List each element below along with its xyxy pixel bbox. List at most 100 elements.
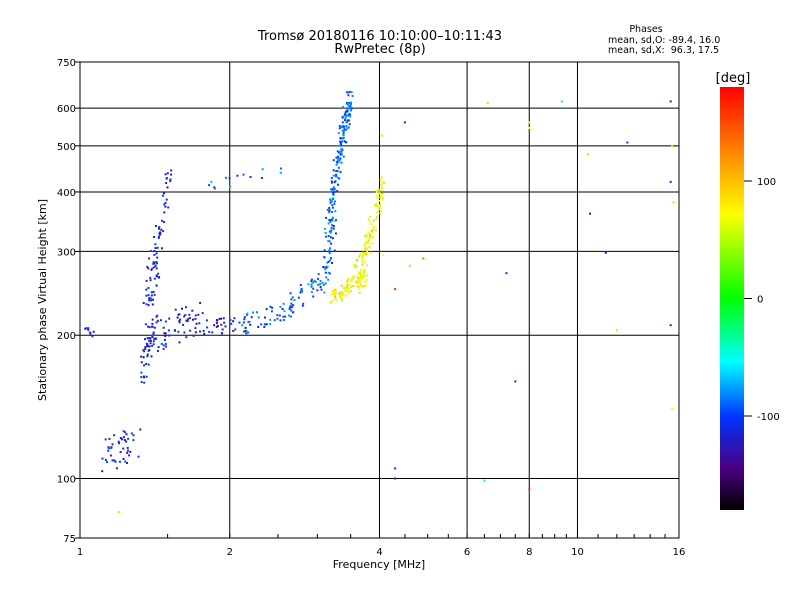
data-point	[153, 293, 156, 296]
data-point	[147, 345, 150, 347]
data-point	[348, 123, 351, 126]
data-point	[162, 230, 165, 233]
data-point	[325, 276, 328, 279]
data-point	[270, 310, 273, 313]
data-point	[158, 276, 161, 279]
data-point	[359, 284, 362, 287]
colorbar-tick-label: 100	[757, 177, 776, 188]
data-point	[332, 225, 335, 227]
data-point	[115, 467, 118, 470]
data-point	[148, 326, 151, 329]
data-point	[113, 434, 116, 437]
data-point	[377, 208, 380, 211]
data-point	[669, 324, 672, 327]
data-point	[363, 269, 366, 272]
data-point	[329, 198, 331, 201]
data-point	[153, 250, 156, 252]
data-point	[394, 288, 397, 291]
data-point	[166, 172, 169, 175]
data-point	[331, 219, 334, 222]
data-point	[149, 339, 152, 342]
data-point	[339, 137, 342, 140]
data-point	[326, 208, 329, 211]
data-point	[344, 128, 347, 131]
data-point	[271, 306, 274, 309]
data-point	[297, 296, 300, 299]
data-point	[365, 279, 368, 282]
data-point	[158, 232, 161, 235]
data-point	[263, 323, 266, 326]
data-point	[328, 219, 331, 221]
data-point	[152, 290, 155, 293]
data-point	[155, 337, 158, 340]
y-tick-label: 600	[57, 104, 76, 115]
grid-lines	[80, 62, 679, 538]
data-point	[155, 225, 157, 227]
data-point	[264, 316, 266, 319]
data-point	[122, 430, 125, 433]
data-point	[238, 321, 241, 324]
x-axis-label: Frequency [MHz]	[333, 558, 425, 571]
data-point	[156, 246, 159, 249]
data-point	[164, 342, 167, 345]
data-point	[331, 217, 334, 220]
data-point	[375, 228, 378, 231]
data-point	[194, 327, 197, 330]
data-point	[324, 282, 327, 285]
data-point	[626, 141, 629, 144]
data-point	[334, 288, 337, 291]
data-point	[249, 176, 252, 178]
data-point	[157, 272, 160, 275]
data-point	[151, 345, 154, 347]
data-point	[163, 203, 166, 206]
data-point	[101, 470, 104, 473]
data-point	[290, 298, 293, 301]
data-point	[162, 344, 165, 347]
data-point	[160, 228, 163, 231]
data-point	[290, 302, 293, 305]
data-point	[339, 142, 342, 145]
data-point	[382, 198, 384, 201]
data-point	[355, 264, 358, 267]
data-point	[202, 329, 205, 332]
data-point	[145, 362, 148, 365]
data-point	[346, 285, 348, 288]
data-point	[363, 275, 366, 278]
data-point	[279, 171, 282, 174]
y-tick-label: 500	[57, 142, 76, 153]
data-point	[147, 294, 150, 297]
data-point	[330, 229, 333, 232]
data-point	[604, 251, 607, 254]
data-point	[157, 235, 160, 238]
data-point	[243, 318, 246, 321]
data-point	[321, 281, 324, 284]
data-point	[333, 203, 336, 206]
data-point	[329, 236, 332, 239]
data-point	[337, 132, 340, 135]
data-point	[338, 177, 341, 180]
data-point	[232, 329, 235, 332]
data-point	[284, 315, 287, 318]
data-point	[365, 284, 368, 287]
data-point	[358, 292, 361, 294]
data-point	[368, 233, 371, 236]
colorbar-ticks: 100 0 -100	[744, 177, 780, 423]
data-point	[291, 306, 294, 309]
data-point	[186, 320, 189, 323]
data-point	[364, 234, 367, 237]
data-point	[360, 270, 363, 273]
data-point	[107, 449, 110, 452]
data-point	[144, 338, 146, 341]
data-point	[245, 330, 248, 333]
data-point	[152, 331, 155, 334]
data-point	[338, 127, 341, 130]
data-point	[161, 194, 164, 197]
data-point	[345, 125, 348, 128]
data-point	[330, 180, 333, 183]
data-point	[380, 189, 383, 192]
data-point	[156, 314, 159, 317]
data-point	[152, 343, 155, 346]
data-point	[359, 271, 362, 274]
data-point	[87, 328, 90, 331]
